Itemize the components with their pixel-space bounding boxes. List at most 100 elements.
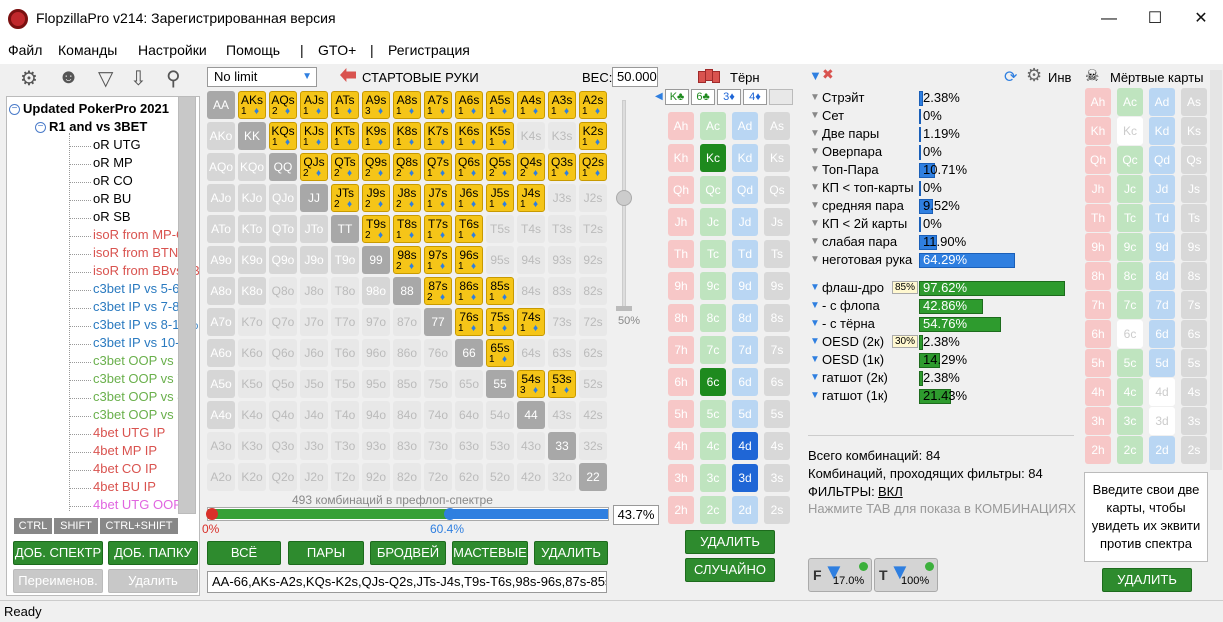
hand-cell-T9s[interactable]: T9s 2 ♦ [362, 215, 390, 243]
turn-card-3s[interactable]: 3s [764, 464, 790, 492]
filter-icon[interactable]: ▼ [809, 68, 822, 83]
hand-cell-J9o[interactable]: J9o [300, 246, 328, 274]
tree-item[interactable]: oR MP [93, 155, 133, 170]
hand-cell-QJo[interactable]: QJo [269, 184, 297, 212]
tree-item[interactable]: isoR from BBvsSB [93, 263, 200, 278]
hand-cell-KJs[interactable]: KJs 1 ♦ [300, 122, 328, 150]
turn-card-Kh[interactable]: Kh [668, 144, 694, 172]
dead-card-Tc[interactable]: Tc [1117, 204, 1143, 232]
hand-cell-Q9o[interactable]: Q9o [269, 246, 297, 274]
turn-card-Qd[interactable]: Qd [732, 176, 758, 204]
board-left-arrow-icon[interactable]: ◀ [655, 91, 663, 102]
minimize-button[interactable]: — [1101, 10, 1117, 27]
turn-card-2d[interactable]: 2d [732, 496, 758, 524]
dead-card-Qc[interactable]: Qc [1117, 146, 1143, 174]
dead-card-6s[interactable]: 6s [1181, 320, 1207, 348]
hand-cell-T9o[interactable]: T9o [331, 246, 359, 274]
refresh-icon[interactable]: ⟳ [1004, 69, 1018, 86]
filter-icon[interactable]: ▼ [810, 254, 820, 265]
hand-cell-55[interactable]: 55 [486, 370, 514, 398]
hand-cell-42o[interactable]: 42o [517, 463, 545, 491]
tree-item[interactable]: c3bet OOP vs 8-1 [93, 389, 197, 404]
turn-card-Ac[interactable]: Ac [700, 112, 726, 140]
hand-cell-A8s[interactable]: A8s 1 ♦ [393, 91, 421, 119]
hand-cell-T2s[interactable]: T2s [579, 215, 607, 243]
hand-cell-K6s[interactable]: K6s 1 ♦ [455, 122, 483, 150]
hand-cell-A3s[interactable]: A3s 1 ♦ [548, 91, 576, 119]
dead-card-4d[interactable]: 4d [1149, 378, 1175, 406]
ctrl-shift-modifier[interactable]: CTRL+SHIFT [100, 518, 178, 534]
turn-card-9h[interactable]: 9h [668, 272, 694, 300]
hand-cell-64s[interactable]: 64s [517, 339, 545, 367]
hand-cell-A2s[interactable]: A2s 1 ♦ [579, 91, 607, 119]
turn-card-4s[interactable]: 4s [764, 432, 790, 460]
dead-card-7c[interactable]: 7c [1117, 291, 1143, 319]
hand-cell-86s[interactable]: 86s 1 ♦ [455, 277, 483, 305]
hand-cell-53o[interactable]: 53o [486, 432, 514, 460]
hand-cell-A8o[interactable]: A8o [207, 277, 235, 305]
hand-cell-ATo[interactable]: ATo [207, 215, 235, 243]
turn-card-Kc[interactable]: Kc [700, 144, 726, 172]
hand-cell-54o[interactable]: 54o [486, 401, 514, 429]
turn-card-6h[interactable]: 6h [668, 368, 694, 396]
hand-cell-83s[interactable]: 83s [548, 277, 576, 305]
hand-cell-87o[interactable]: 87o [393, 308, 421, 336]
dead-card-6d[interactable]: 6d [1149, 320, 1175, 348]
select-suited-button[interactable]: МАСТЕВЫЕ [452, 541, 528, 565]
tree-item[interactable]: c3bet IP vs 7-8% [93, 299, 192, 314]
hand-cell-A7s[interactable]: A7s 1 ♦ [424, 91, 452, 119]
hand-cell-22[interactable]: 22 [579, 463, 607, 491]
hand-cell-QTo[interactable]: QTo [269, 215, 297, 243]
tree-scrollbar[interactable] [178, 96, 196, 514]
hand-cell-A9s[interactable]: A9s 3 ♦ [362, 91, 390, 119]
hand-cell-95o[interactable]: 95o [362, 370, 390, 398]
filter-icon[interactable]: ▼ [810, 128, 820, 139]
hand-cell-K5o[interactable]: K5o [238, 370, 266, 398]
hand-cell-JJ[interactable]: JJ [300, 184, 328, 212]
hand-cell-73s[interactable]: 73s [548, 308, 576, 336]
turn-card-Ks[interactable]: Ks [764, 144, 790, 172]
hand-cell-Q6o[interactable]: Q6o [269, 339, 297, 367]
dead-card-4s[interactable]: 4s [1181, 378, 1207, 406]
hand-cell-Q4o[interactable]: Q4o [269, 401, 297, 429]
turn-card-Qh[interactable]: Qh [668, 176, 694, 204]
turn-card-5h[interactable]: 5h [668, 400, 694, 428]
add-folder-button[interactable]: ДОБ. ПАПКУ [108, 541, 198, 565]
turn-card-6s[interactable]: 6s [764, 368, 790, 396]
hand-cell-74o[interactable]: 74o [424, 401, 452, 429]
back-arrow-icon[interactable] [340, 68, 356, 82]
dead-card-Kh[interactable]: Kh [1085, 117, 1111, 145]
select-broadway-button[interactable]: БРОДВЕЙ [370, 541, 446, 565]
tree-item[interactable]: 4bet UTG IP [93, 425, 166, 440]
hand-cell-96s[interactable]: 96s 1 ♦ [455, 246, 483, 274]
hand-cell-43s[interactable]: 43s [548, 401, 576, 429]
dead-card-3c[interactable]: 3c [1117, 407, 1143, 435]
dead-card-Qd[interactable]: Qd [1149, 146, 1175, 174]
dead-card-Qh[interactable]: Qh [1085, 146, 1111, 174]
hand-cell-T5s[interactable]: T5s [486, 215, 514, 243]
filter-icon[interactable]: ▼ [810, 354, 820, 365]
hand-cell-52s[interactable]: 52s [579, 370, 607, 398]
turn-delete-button[interactable]: УДАЛИТЬ [685, 530, 775, 554]
hand-cell-62o[interactable]: 62o [455, 463, 483, 491]
menu-file[interactable]: Файл [8, 42, 43, 58]
hand-cell-K5s[interactable]: K5s 1 ♦ [486, 122, 514, 150]
turn-card-9d[interactable]: 9d [732, 272, 758, 300]
hand-cell-T4s[interactable]: T4s [517, 215, 545, 243]
hand-cell-83o[interactable]: 83o [393, 432, 421, 460]
turn-random-button[interactable]: СЛУЧАЙНО [685, 558, 775, 582]
filter-icon[interactable]: ▼ [810, 164, 820, 175]
hand-cell-K4s[interactable]: K4s [517, 122, 545, 150]
hand-cell-72s[interactable]: 72s [579, 308, 607, 336]
turn-card-7c[interactable]: 7c [700, 336, 726, 364]
hand-cell-76s[interactable]: 76s 1 ♦ [455, 308, 483, 336]
rename-button[interactable]: Переименов. [13, 569, 103, 593]
hand-cell-T2o[interactable]: T2o [331, 463, 359, 491]
hand-cell-73o[interactable]: 73o [424, 432, 452, 460]
hand-cell-J5s[interactable]: J5s 1 ♦ [486, 184, 514, 212]
dead-card-6c[interactable]: 6c [1117, 320, 1143, 348]
filter-icon[interactable]: ▼ [810, 110, 820, 121]
hand-cell-66[interactable]: 66 [455, 339, 483, 367]
hand-cell-QJs[interactable]: QJs 2 ♦ [300, 153, 328, 181]
turn-card-Ah[interactable]: Ah [668, 112, 694, 140]
